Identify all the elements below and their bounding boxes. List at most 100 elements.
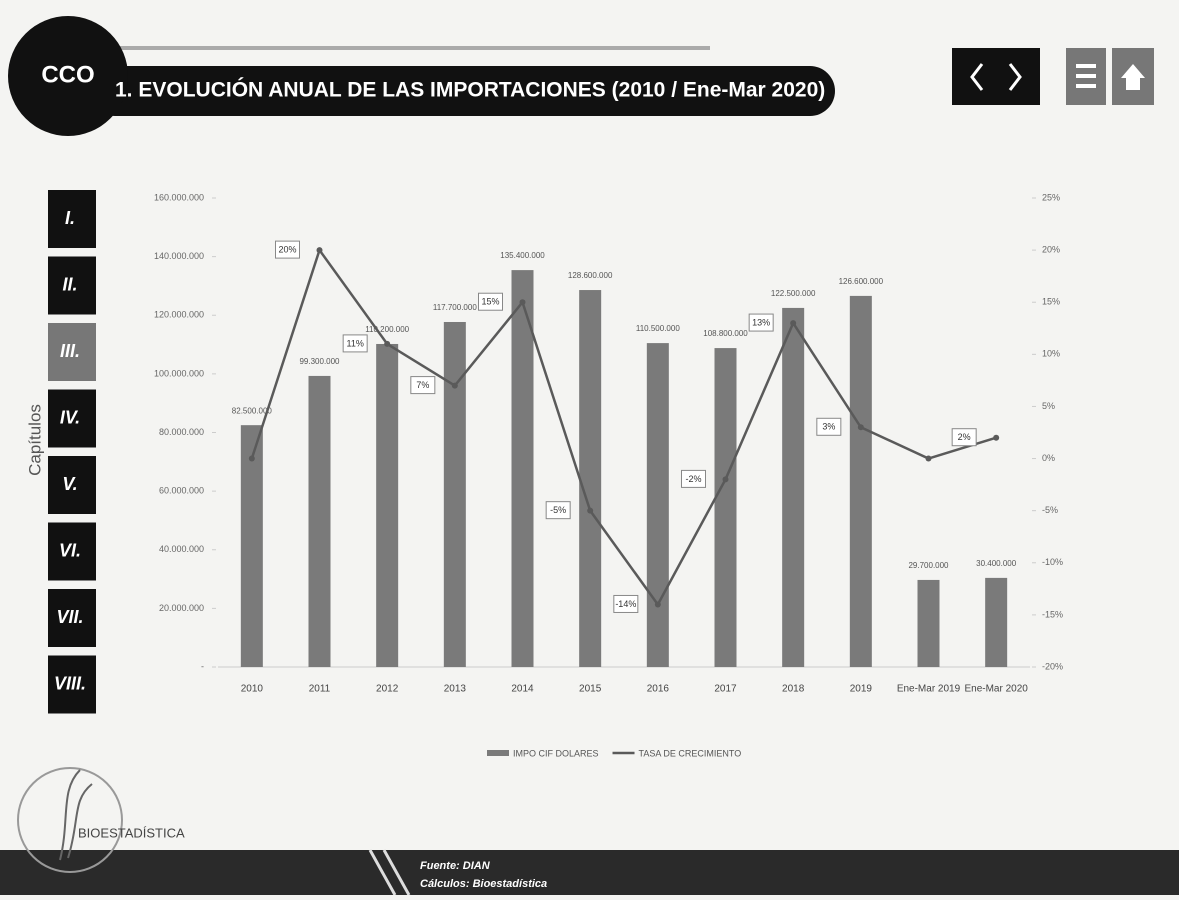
y2-tick-label: 25%: [1042, 192, 1060, 202]
chapter-label: I.: [65, 208, 75, 228]
header-title: 1. EVOLUCIÓN ANUAL DE LAS IMPORTACIONES …: [115, 78, 825, 102]
footer-stripes: [368, 849, 411, 896]
chapter-label: III.: [60, 341, 80, 361]
x-tick-label: 2015: [579, 684, 602, 695]
y2-tick-label: 15%: [1042, 297, 1060, 307]
y-tick-label: -: [201, 661, 204, 671]
y-tick-label: 20.000.000: [159, 603, 204, 613]
y-tick-label: 120.000.000: [154, 310, 204, 320]
header-bar: [90, 66, 835, 116]
x-tick-label: 2016: [647, 684, 670, 695]
x-tick-label: 2011: [309, 684, 331, 695]
line-point: [519, 299, 526, 306]
line-label-box: [545, 501, 571, 520]
chapter-box: [48, 456, 96, 514]
nav-arrows: [970, 63, 1022, 91]
bar-label: 30.400.000: [976, 559, 1017, 568]
chapter-label: VI.: [59, 540, 81, 560]
chapter-button[interactable]: III.: [48, 323, 96, 381]
line-label: 13%: [752, 317, 770, 327]
y2-tick-label: -20%: [1042, 661, 1063, 671]
y2-tick-label: -10%: [1042, 557, 1063, 567]
menu-icon: [1076, 64, 1096, 88]
brand-mark: [59, 769, 93, 861]
line-label: 3%: [822, 422, 835, 432]
bar: [376, 343, 399, 667]
x-tick-label: 2012: [376, 684, 399, 695]
header-rule: [110, 46, 710, 50]
x-tick-label: 2018: [782, 684, 805, 695]
chapter-box: [48, 190, 96, 248]
y2-tick-label: 10%: [1042, 349, 1060, 359]
bar-label: 99.300.000: [299, 357, 340, 366]
home-icon: [1121, 64, 1145, 90]
y2-tick-label: 0%: [1042, 453, 1055, 463]
bar-label: 110.500.000: [636, 324, 680, 333]
chapter-button[interactable]: I.: [48, 190, 96, 248]
line-label-box: [410, 376, 436, 395]
bar-label: 82.500.000: [232, 406, 273, 415]
chapter-button[interactable]: II.: [48, 256, 96, 315]
chapter-box: [48, 323, 96, 381]
legend-label: TASA DE CRECIMIENTO: [639, 748, 742, 758]
home-button[interactable]: [1112, 48, 1154, 105]
chapter-button[interactable]: VIII.: [48, 655, 96, 714]
bar: [985, 577, 1008, 667]
nav-prev[interactable]: [952, 48, 1040, 105]
chapter-button[interactable]: V.: [48, 456, 96, 514]
chapter-label: IV.: [60, 407, 80, 427]
bar: [849, 295, 872, 667]
line-point: [451, 382, 458, 389]
bar-label: 128.600.000: [568, 271, 613, 280]
line-point: [587, 507, 594, 514]
footer-calc: Cálculos: Bioestadística: [420, 878, 547, 890]
bar: [511, 270, 534, 667]
bar: [579, 290, 602, 667]
y-tick-label: 140.000.000: [154, 251, 204, 261]
x-tick-label: 2014: [511, 684, 534, 695]
line-label-box: [951, 428, 977, 447]
bar-label: 110.200.000: [365, 325, 409, 334]
line-label-box: [681, 469, 706, 488]
line-label-box: [613, 594, 639, 613]
y-tick-label: 160.000.000: [154, 192, 204, 202]
nav-button[interactable]: [952, 48, 1040, 105]
bar-label: 126.600.000: [839, 277, 884, 286]
chapter-button[interactable]: VI.: [48, 522, 96, 581]
line-label: 11%: [346, 338, 363, 348]
footer-source: Fuente: DIAN: [420, 860, 491, 872]
bar: [240, 425, 263, 667]
legend-label: IMPO CIF DOLARES: [513, 748, 599, 758]
bar: [714, 348, 737, 667]
chapter-list: I. II. III. IV. V. VI. VII. VIII.: [48, 190, 96, 714]
line-label-box: [816, 417, 842, 436]
bar: [917, 579, 940, 667]
bar: [443, 321, 466, 667]
chapter-button[interactable]: IV.: [48, 389, 96, 448]
bar-label: 29.700.000: [908, 561, 949, 570]
x-tick-label: Ene-Mar 2019: [897, 684, 961, 695]
legend-swatch: [487, 750, 509, 756]
line-label: -14%: [615, 599, 636, 609]
chapter-button[interactable]: VII.: [48, 589, 96, 647]
line-label: 15%: [481, 297, 499, 307]
bar-label: 117.700.000: [433, 303, 477, 312]
sidebar-label: Capítulos: [25, 404, 44, 476]
line-point: [654, 601, 661, 608]
growth-line: [250, 247, 997, 607]
x-tick-label: 2010: [241, 684, 264, 695]
bar-label: 122.500.000: [771, 289, 816, 298]
menu-button[interactable]: [1066, 48, 1106, 105]
y2-tick-label: 20%: [1042, 244, 1060, 254]
y-tick-label: 40.000.000: [159, 544, 204, 554]
line-label-box: [748, 313, 774, 332]
chapter-box: [48, 389, 96, 448]
line-label: 2%: [958, 432, 971, 442]
chapter-label: VIII.: [54, 673, 86, 693]
bar: [646, 343, 669, 667]
y-tick-label: 100.000.000: [154, 368, 204, 378]
line-point: [925, 455, 932, 462]
header-logo: CCO: [41, 61, 94, 88]
